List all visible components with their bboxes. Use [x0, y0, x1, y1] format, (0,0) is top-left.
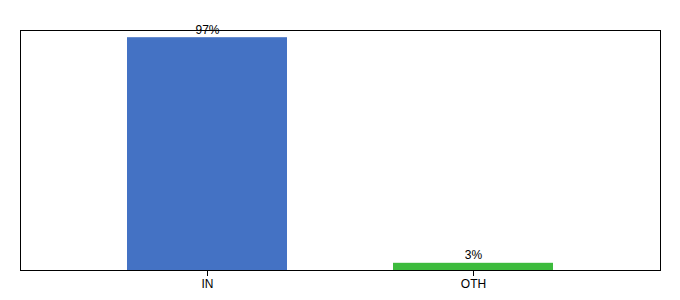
- svg-text:IN: IN: [202, 277, 214, 291]
- svg-text:OTH: OTH: [461, 277, 486, 291]
- svg-text:3%: 3%: [465, 248, 483, 262]
- svg-text:97%: 97%: [195, 23, 219, 37]
